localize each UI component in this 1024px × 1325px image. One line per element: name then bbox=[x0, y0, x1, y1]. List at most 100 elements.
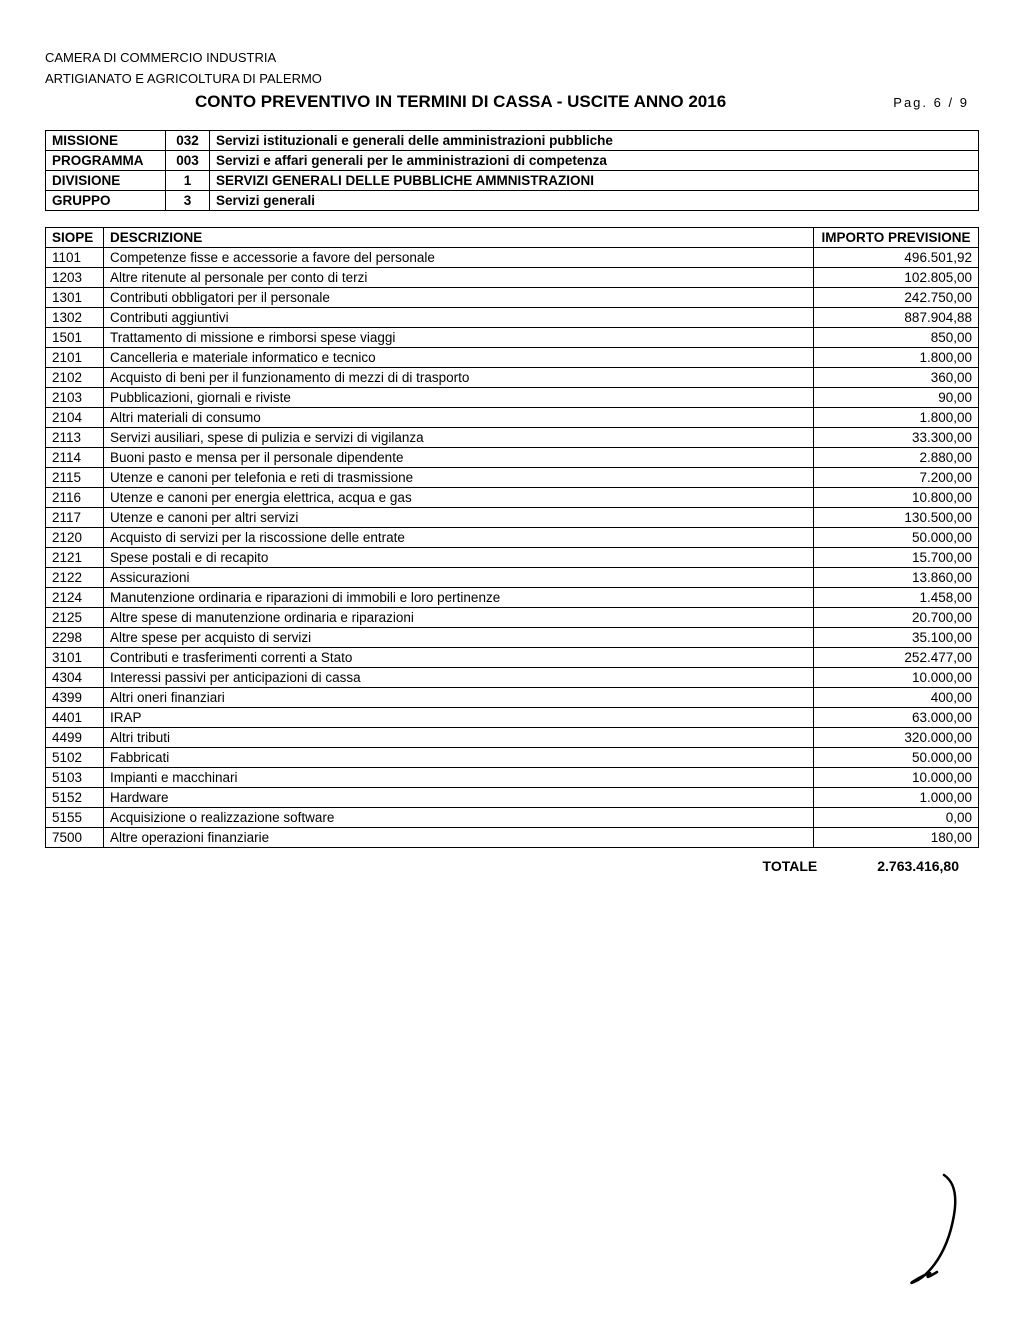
cell-amount: 10.000,00 bbox=[814, 667, 979, 687]
cell-siope: 2122 bbox=[46, 567, 104, 587]
cell-siope: 2103 bbox=[46, 387, 104, 407]
table-row: 2116Utenze e canoni per energia elettric… bbox=[46, 487, 979, 507]
cell-amount: 102.805,00 bbox=[814, 267, 979, 287]
page-info: Pag. 6 / 9 bbox=[893, 95, 979, 110]
cell-desc: Altre spese per acquisto di servizi bbox=[104, 627, 814, 647]
cell-siope: 2115 bbox=[46, 467, 104, 487]
table-row: 2102Acquisto di beni per il funzionament… bbox=[46, 367, 979, 387]
cell-desc: Contributi obbligatori per il personale bbox=[104, 287, 814, 307]
cell-desc: Assicurazioni bbox=[104, 567, 814, 587]
page-total: 9 bbox=[960, 95, 969, 110]
signature-mark bbox=[899, 1170, 969, 1293]
cell-desc: IRAP bbox=[104, 707, 814, 727]
page-sep: / bbox=[949, 95, 955, 110]
meta-desc: SERVIZI GENERALI DELLE PUBBLICHE AMMNIST… bbox=[210, 170, 979, 190]
table-row: 5103Impianti e macchinari10.000,00 bbox=[46, 767, 979, 787]
cell-siope: 2102 bbox=[46, 367, 104, 387]
table-row: 2103Pubblicazioni, giornali e riviste90,… bbox=[46, 387, 979, 407]
table-row: 5102Fabbricati50.000,00 bbox=[46, 747, 979, 767]
meta-desc: Servizi generali bbox=[210, 190, 979, 210]
meta-row: DIVISIONE1SERVIZI GENERALI DELLE PUBBLIC… bbox=[46, 170, 979, 190]
cell-siope: 2113 bbox=[46, 427, 104, 447]
cell-amount: 360,00 bbox=[814, 367, 979, 387]
table-row: 2125Altre spese di manutenzione ordinari… bbox=[46, 607, 979, 627]
cell-amount: 1.458,00 bbox=[814, 587, 979, 607]
meta-label: PROGRAMMA bbox=[46, 150, 166, 170]
table-row: 2101Cancelleria e materiale informatico … bbox=[46, 347, 979, 367]
cell-siope: 1302 bbox=[46, 307, 104, 327]
meta-table: MISSIONE032Servizi istituzionali e gener… bbox=[45, 130, 979, 211]
meta-label: GRUPPO bbox=[46, 190, 166, 210]
meta-row: MISSIONE032Servizi istituzionali e gener… bbox=[46, 130, 979, 150]
cell-amount: 90,00 bbox=[814, 387, 979, 407]
cell-desc: Contributi aggiuntivi bbox=[104, 307, 814, 327]
cell-desc: Hardware bbox=[104, 787, 814, 807]
meta-row: PROGRAMMA003Servizi e affari generali pe… bbox=[46, 150, 979, 170]
table-row: 4399Altri oneri finanziari400,00 bbox=[46, 687, 979, 707]
table-row: 1203Altre ritenute al personale per cont… bbox=[46, 267, 979, 287]
org-line2: ARTIGIANATO E AGRICOLTURA DI PALERMO bbox=[45, 71, 979, 88]
table-row: 2104Altri materiali di consumo1.800,00 bbox=[46, 407, 979, 427]
cell-desc: Pubblicazioni, giornali e riviste bbox=[104, 387, 814, 407]
table-row: 5152Hardware1.000,00 bbox=[46, 787, 979, 807]
table-header-row: SIOPE DESCRIZIONE IMPORTO PREVISIONE bbox=[46, 227, 979, 247]
cell-amount: 33.300,00 bbox=[814, 427, 979, 447]
cell-amount: 7.200,00 bbox=[814, 467, 979, 487]
table-row: 2114Buoni pasto e mensa per il personale… bbox=[46, 447, 979, 467]
meta-code: 032 bbox=[166, 130, 210, 150]
cell-desc: Contributi e trasferimenti correnti a St… bbox=[104, 647, 814, 667]
cell-desc: Utenze e canoni per altri servizi bbox=[104, 507, 814, 527]
cell-siope: 5155 bbox=[46, 807, 104, 827]
meta-row: GRUPPO3Servizi generali bbox=[46, 190, 979, 210]
cell-amount: 15.700,00 bbox=[814, 547, 979, 567]
cell-desc: Utenze e canoni per energia elettrica, a… bbox=[104, 487, 814, 507]
table-row: 1302Contributi aggiuntivi887.904,88 bbox=[46, 307, 979, 327]
table-row: 1301Contributi obbligatori per il person… bbox=[46, 287, 979, 307]
cell-amount: 50.000,00 bbox=[814, 747, 979, 767]
cell-siope: 2298 bbox=[46, 627, 104, 647]
cell-desc: Interessi passivi per anticipazioni di c… bbox=[104, 667, 814, 687]
cell-desc: Competenze fisse e accessorie a favore d… bbox=[104, 247, 814, 267]
meta-code: 003 bbox=[166, 150, 210, 170]
cell-siope: 5102 bbox=[46, 747, 104, 767]
cell-desc: Altre spese di manutenzione ordinaria e … bbox=[104, 607, 814, 627]
cell-desc: Cancelleria e materiale informatico e te… bbox=[104, 347, 814, 367]
cell-amount: 1.800,00 bbox=[814, 407, 979, 427]
cell-amount: 320.000,00 bbox=[814, 727, 979, 747]
cell-siope: 1203 bbox=[46, 267, 104, 287]
cell-desc: Spese postali e di recapito bbox=[104, 547, 814, 567]
cell-desc: Impianti e macchinari bbox=[104, 767, 814, 787]
cell-siope: 4401 bbox=[46, 707, 104, 727]
cell-desc: Servizi ausiliari, spese di pulizia e se… bbox=[104, 427, 814, 447]
cell-desc: Trattamento di missione e rimborsi spese… bbox=[104, 327, 814, 347]
cell-amount: 1.000,00 bbox=[814, 787, 979, 807]
cell-siope: 4304 bbox=[46, 667, 104, 687]
cell-amount: 496.501,92 bbox=[814, 247, 979, 267]
cell-amount: 63.000,00 bbox=[814, 707, 979, 727]
cell-siope: 5152 bbox=[46, 787, 104, 807]
meta-label: DIVISIONE bbox=[46, 170, 166, 190]
cell-desc: Altri materiali di consumo bbox=[104, 407, 814, 427]
cell-amount: 0,00 bbox=[814, 807, 979, 827]
title-row: CONTO PREVENTIVO IN TERMINI DI CASSA - U… bbox=[45, 92, 979, 112]
total-label: TOTALE bbox=[763, 858, 878, 874]
cell-siope: 2120 bbox=[46, 527, 104, 547]
cell-desc: Manutenzione ordinaria e riparazioni di … bbox=[104, 587, 814, 607]
table-row: 3101Contributi e trasferimenti correnti … bbox=[46, 647, 979, 667]
cell-siope: 2101 bbox=[46, 347, 104, 367]
table-row: 2113Servizi ausiliari, spese di pulizia … bbox=[46, 427, 979, 447]
cell-amount: 13.860,00 bbox=[814, 567, 979, 587]
cell-desc: Altri oneri finanziari bbox=[104, 687, 814, 707]
cell-amount: 1.800,00 bbox=[814, 347, 979, 367]
cell-siope: 3101 bbox=[46, 647, 104, 667]
cell-desc: Acquisto di servizi per la riscossione d… bbox=[104, 527, 814, 547]
total-value: 2.763.416,80 bbox=[877, 858, 979, 874]
cell-desc: Fabbricati bbox=[104, 747, 814, 767]
cell-amount: 850,00 bbox=[814, 327, 979, 347]
cell-desc: Buoni pasto e mensa per il personale dip… bbox=[104, 447, 814, 467]
table-row: 1101Competenze fisse e accessorie a favo… bbox=[46, 247, 979, 267]
table-row: 2122Assicurazioni13.860,00 bbox=[46, 567, 979, 587]
table-row: 2120Acquisto di servizi per la riscossio… bbox=[46, 527, 979, 547]
cell-amount: 887.904,88 bbox=[814, 307, 979, 327]
table-row: 4401IRAP63.000,00 bbox=[46, 707, 979, 727]
